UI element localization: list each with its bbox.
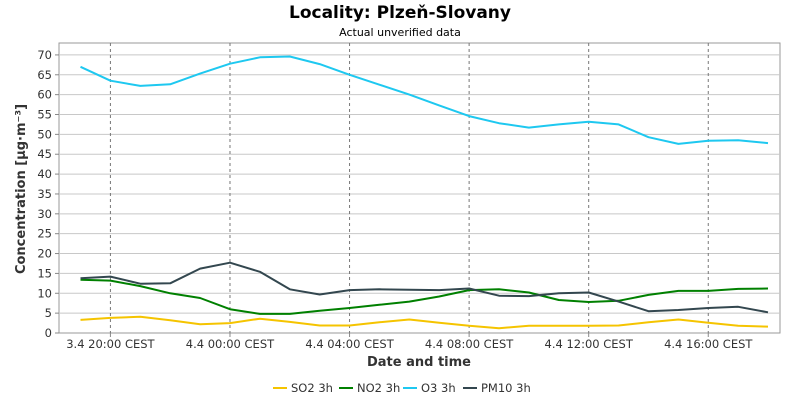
plot-area	[58, 42, 781, 334]
y-tick-label: 20	[37, 247, 52, 261]
chart-subtitle: Actual unverified data	[339, 26, 461, 39]
y-tick-label: 50	[37, 127, 52, 141]
grid-lines	[59, 43, 780, 333]
series-line-no2	[80, 278, 769, 315]
y-tick-label: 25	[37, 227, 52, 241]
legend-entry-label: SO2 3h	[291, 381, 333, 395]
x-tick-label: 4.4 08:00 CEST	[425, 337, 514, 351]
y-tick-label: 15	[37, 266, 52, 280]
y-tick-label: 0	[45, 326, 52, 340]
y-tick-label: 10	[37, 286, 52, 300]
series-line-pm10	[80, 261, 769, 314]
y-tick-label: 60	[37, 88, 52, 102]
series-line-o3	[80, 55, 769, 145]
x-axis-ticks: 3.4 20:00 CEST 4.4 00:00 CEST 4.4 04:00 CE…	[66, 333, 753, 351]
series-line-so2	[80, 315, 769, 330]
chart-title: Locality: Plzeň-Slovany	[289, 3, 511, 23]
legend: SO2 3h NO2 3h O3 3h PM10 3h	[273, 381, 531, 395]
y-tick-label: 5	[45, 306, 52, 320]
series-lines	[80, 55, 769, 330]
plot-frame	[58, 42, 781, 334]
y-tick-label: 40	[37, 167, 52, 181]
x-tick-label: 4.4 04:00 CEST	[305, 337, 394, 351]
y-axis-ticks: 0 5 10 15 20 25 30 35 40 45 50 55 60 65 70	[37, 48, 59, 340]
y-tick-label: 55	[37, 108, 52, 122]
x-tick-label: 4.4 12:00 CEST	[545, 337, 634, 351]
y-tick-label: 70	[37, 48, 52, 62]
x-tick-label: 3.4 20:00 CEST	[66, 337, 155, 351]
y-axis-label: Concentration [µg·m⁻³]	[14, 104, 29, 274]
x-tick-label: 4.4 16:00 CEST	[664, 337, 753, 351]
legend-entry-label: NO2 3h	[357, 381, 400, 395]
y-tick-label: 45	[37, 147, 52, 161]
legend-entry-label: O3 3h	[421, 381, 456, 395]
y-tick-label: 30	[37, 207, 52, 221]
y-tick-label: 65	[37, 68, 52, 82]
x-tick-label: 4.4 00:00 CEST	[186, 337, 275, 351]
legend-entry-label: PM10 3h	[481, 381, 531, 395]
x-axis-label: Date and time	[367, 355, 471, 370]
y-tick-label: 35	[37, 187, 52, 201]
